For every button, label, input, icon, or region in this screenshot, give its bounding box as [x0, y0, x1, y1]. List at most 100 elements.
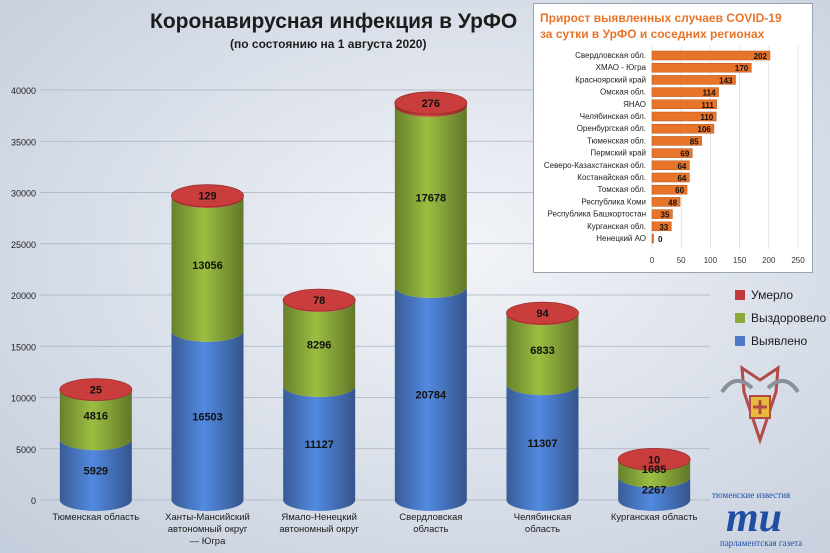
bar-segment-detected	[171, 330, 244, 512]
inset-bar	[651, 197, 681, 207]
x-axis-labels: Тюменская область Ханты-Мансийскийавтоном…	[52, 512, 697, 547]
x-tick-label: область	[525, 524, 560, 535]
inset-bar	[651, 209, 673, 219]
y-axis-ticks: 0 5000 10000 15000 20000 25000 30000 35000 40000	[11, 86, 36, 506]
y-tick-label: 15000	[11, 342, 36, 352]
inset-category-label: Ненецкий АО	[596, 234, 646, 243]
inset-bar	[651, 148, 693, 158]
y-tick-label: 30000	[11, 189, 36, 199]
bar-top-cap	[394, 91, 468, 115]
x-tick-label: Ямало-Ненецкий	[281, 512, 357, 523]
inset-data-label: 110	[700, 113, 713, 122]
data-label-died: 10	[648, 454, 660, 466]
inset-x-tick-label: 100	[704, 256, 718, 265]
data-label-detected: 16503	[192, 411, 223, 423]
newspaper-logo-mark: ти	[726, 495, 783, 541]
inset-data-label: 111	[701, 101, 714, 110]
stacked-cylinder-bars: 5929 4816 25 16503 13056 129 11127 8296 78 20784 1…	[59, 91, 691, 512]
y-tick-label: 40000	[11, 86, 36, 96]
inset-category-label: Северо-Казахстанская обл.	[544, 161, 646, 170]
inset-category-label: ХМАО - Югра	[596, 63, 647, 72]
bar-segment-detected	[283, 385, 356, 512]
inset-bar	[651, 221, 672, 232]
x-tick-label: Челябинская	[514, 512, 572, 523]
legend-item-recovered: Выздоровело	[735, 306, 826, 329]
data-label-detected: 20784	[416, 389, 447, 401]
bar-segment-detected	[506, 384, 579, 512]
inset-category-label: Красноярский край	[575, 75, 646, 84]
inset-data-label: 64	[677, 162, 686, 171]
inset-bar	[651, 62, 752, 73]
legend-swatch-died	[735, 289, 745, 300]
inset-bar	[651, 123, 715, 134]
inset-category-label: Свердловская обл.	[575, 51, 646, 60]
data-label-recovered: 13056	[192, 260, 223, 272]
bar-segment-recovered	[506, 314, 579, 396]
inset-data-label: 170	[735, 64, 749, 73]
legend: Умерло Выздоровело Выявлено	[735, 283, 826, 352]
inset-bar	[651, 50, 771, 61]
emblem-icon	[720, 365, 800, 445]
data-label-died: 276	[422, 98, 440, 110]
cylinder-bar: 11307 6833 94	[506, 301, 579, 512]
inset-category-label: Республика Башкортостан	[548, 210, 646, 219]
y-tick-label: 20000	[11, 291, 36, 301]
inset-title-line-1: Прирост выявленных случаев COVID-19	[540, 11, 782, 25]
bar-segment-died	[394, 102, 467, 117]
data-label-died: 25	[90, 385, 102, 397]
legend-label-detected: Выявлено	[751, 333, 808, 348]
inset-bar	[651, 111, 717, 122]
bar-segment-recovered	[171, 197, 244, 342]
data-label-detected: 5929	[84, 466, 108, 478]
cylinder-bar: 20784 17678 276	[394, 91, 468, 512]
legend-label-died: Умерло	[751, 287, 794, 302]
y-tick-label: 35000	[11, 137, 36, 147]
bar-top-cap	[59, 378, 133, 402]
y-tick-label: 0	[31, 496, 36, 506]
newspaper-logo-line-1: тюменские известия	[712, 490, 791, 500]
bar-top-cap	[171, 184, 244, 208]
inset-category-label: Республика Коми	[581, 197, 646, 206]
inset-data-label: 69	[680, 150, 689, 159]
inset-data-label: 33	[659, 223, 668, 232]
newspaper-logo-line-2: парламентская газета	[720, 538, 803, 548]
data-label-died: 94	[536, 308, 549, 320]
data-label-died: 129	[198, 191, 216, 203]
inset-category-label: Костанайская обл.	[577, 173, 646, 182]
inset-bar	[651, 136, 702, 146]
inset-category-label: Курганская обл.	[587, 222, 646, 231]
legend-label-recovered: Выздоровело	[751, 310, 827, 325]
inset-category-label: Томская обл.	[598, 185, 646, 194]
inset-category-label: Тюменская обл.	[587, 136, 646, 145]
bar-segment-recovered	[394, 105, 467, 298]
inset-title: Прирост выявленных случаев COVID-19 за с…	[540, 10, 782, 42]
x-tick-label: область	[413, 524, 448, 535]
inset-data-label: 35	[661, 211, 670, 220]
cylinder-bar: 16503 13056 129	[171, 184, 244, 512]
legend-swatch-recovered	[735, 312, 745, 323]
x-tick-label: Свердловская	[399, 512, 462, 523]
x-tick-label: автономный округ	[168, 524, 248, 535]
inset-data-label: 48	[668, 198, 677, 207]
x-tick-label: Курганская область	[611, 512, 698, 523]
inset-category-label: Челябинская обл.	[580, 112, 646, 121]
inset-data-label: 85	[690, 137, 699, 146]
inset-category-label: Пермский край	[590, 149, 646, 158]
data-label-died: 78	[313, 295, 325, 307]
bar-segment-recovered	[283, 300, 356, 397]
inset-bar	[651, 160, 690, 171]
inset-data-label: 0	[658, 235, 663, 244]
bar-top-cap	[506, 301, 579, 325]
inset-x-tick-label: 0	[650, 256, 655, 265]
legend-item-detected: Выявлено	[735, 329, 826, 352]
inset-bar	[651, 75, 736, 85]
legend-swatch-detected	[735, 335, 745, 346]
bar-segment-recovered	[59, 389, 132, 451]
y-tick-label: 10000	[11, 394, 36, 404]
chart-grid	[40, 89, 710, 501]
inset-category-label: ЯНАО	[623, 100, 646, 109]
inset-title-line-2: за сутки в УрФО и соседних регионах	[540, 27, 765, 41]
inset-x-tick-label: 50	[677, 256, 686, 265]
inset-data-label: 143	[719, 76, 733, 85]
